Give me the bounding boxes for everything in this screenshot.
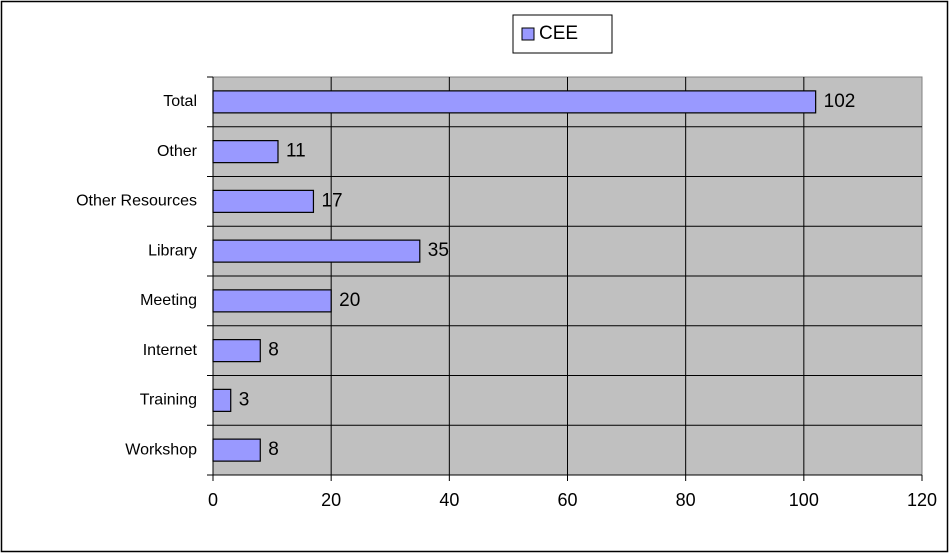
data-label: 3 — [239, 389, 250, 410]
bar — [212, 90, 817, 114]
bar — [212, 289, 332, 313]
data-label: 20 — [339, 290, 360, 311]
y-tick-label: Total — [163, 93, 197, 110]
x-tick-label: 40 — [439, 490, 459, 510]
data-label: 102 — [824, 91, 856, 112]
y-tick-label: Training — [140, 392, 197, 409]
x-tick-label: 0 — [208, 490, 218, 510]
data-label: 8 — [268, 340, 279, 361]
data-label: 35 — [428, 240, 449, 261]
data-label: 17 — [321, 190, 342, 211]
data-label: 11 — [286, 141, 306, 162]
x-tick-label: 20 — [321, 490, 341, 510]
y-tick-label: Meeting — [140, 292, 197, 309]
bar — [212, 239, 421, 263]
y-tick-label: Internet — [143, 342, 198, 359]
x-tick-label: 100 — [789, 490, 819, 510]
data-label: 8 — [268, 439, 279, 460]
bar — [212, 189, 315, 213]
legend-label: CEE — [539, 23, 578, 44]
y-tick-label: Library — [148, 242, 197, 259]
x-tick-label: 60 — [557, 490, 577, 510]
bar — [212, 339, 261, 363]
bar — [212, 140, 279, 164]
legend-swatch — [521, 27, 535, 41]
x-tick-label: 80 — [676, 490, 696, 510]
y-tick-label: Workshop — [125, 441, 197, 458]
x-tick-label: 120 — [907, 490, 937, 510]
bar — [212, 388, 232, 412]
y-tick-label: Other Resources — [76, 193, 197, 210]
y-tick-label: Other — [157, 143, 198, 160]
bar — [212, 438, 261, 462]
